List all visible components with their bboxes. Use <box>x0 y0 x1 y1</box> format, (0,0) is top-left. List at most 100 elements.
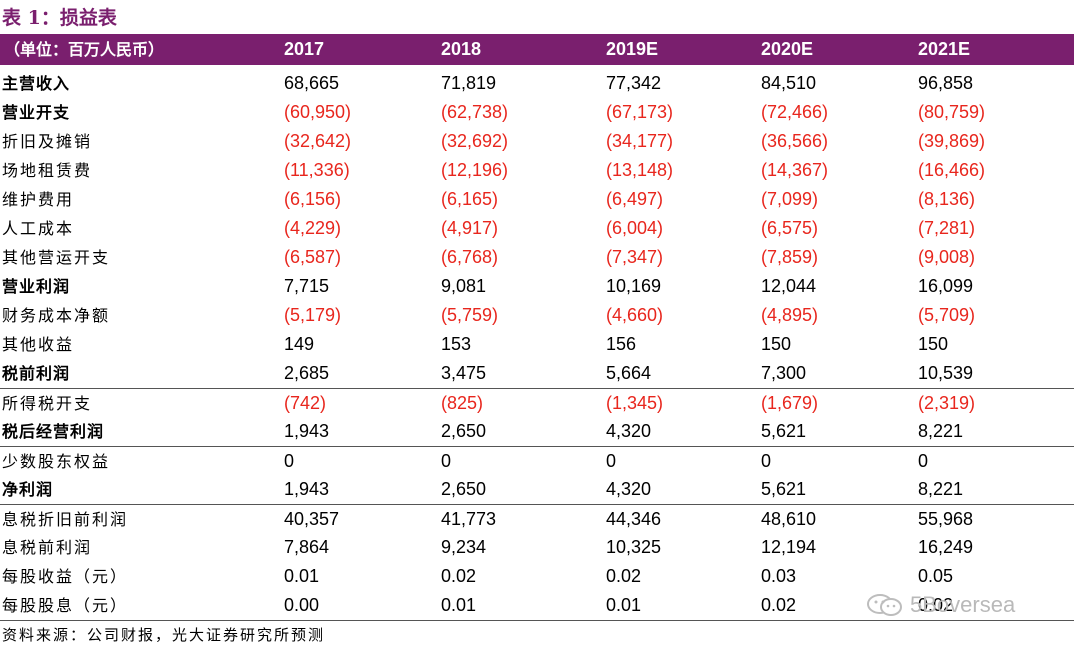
table-cell: 0 <box>441 451 452 471</box>
row-label: 其他收益 <box>2 335 75 354</box>
table-cell: 0.02 <box>918 595 954 615</box>
table-cell: (5,709) <box>918 305 976 325</box>
row-label: 主营收入 <box>2 74 71 93</box>
table-row: 其他营运开支 (6,587) (6,768) (7,347) (7,859) (9,008… <box>0 243 1074 272</box>
table-cell: 0.02 <box>441 566 477 586</box>
table-cell: 0.01 <box>284 566 320 586</box>
row-label: 少数股东权益 <box>2 452 111 471</box>
table-cell: 10,325 <box>606 537 662 557</box>
table-cell: (5,179) <box>284 305 342 325</box>
row-label: 每股股息（元） <box>2 596 129 615</box>
table-row: 场地租赁费 (11,336) (12,196) (13,148) (14,367) (16… <box>0 156 1074 185</box>
table-cell: (6,156) <box>284 189 342 209</box>
table-cell: 1,943 <box>284 421 330 441</box>
watermark: 5Boversea <box>866 592 1015 618</box>
table-cell: (6,497) <box>606 189 664 209</box>
year-header-2018: 2018 <box>441 39 482 59</box>
table-cell: (2,319) <box>918 393 976 413</box>
year-header-2021e: 2021E <box>918 39 971 59</box>
table-cell: 10,539 <box>918 363 974 383</box>
table-cell: 8,221 <box>918 479 964 499</box>
row-label: 营业利润 <box>2 277 71 296</box>
table-cell: 0 <box>918 451 929 471</box>
table-cell: (13,148) <box>606 160 674 180</box>
table-cell: (6,575) <box>761 218 819 238</box>
table-cell: (5,759) <box>441 305 499 325</box>
table-cell: 7,864 <box>284 537 330 557</box>
table-cell: 150 <box>761 334 792 354</box>
table-bottom-border <box>0 620 1074 621</box>
table-cell: (1,345) <box>606 393 664 413</box>
table-row: 净利润 1,943 2,650 4,320 5,621 8,221 <box>0 475 1074 504</box>
table-cell: 5,621 <box>761 421 807 441</box>
table-cell: 0 <box>606 451 617 471</box>
unit-label: （单位：百万人民币） <box>4 40 165 59</box>
table-cell: (80,759) <box>918 102 986 122</box>
table-cell: 150 <box>918 334 949 354</box>
table-cell: 48,610 <box>761 509 817 529</box>
year-header-2019e: 2019E <box>606 39 659 59</box>
table-cell: 10,169 <box>606 276 662 296</box>
row-label: 折旧及摊销 <box>2 132 93 151</box>
table-cell: (34,177) <box>606 131 674 151</box>
table-cell: (32,642) <box>284 131 352 151</box>
table-cell: 5,621 <box>761 479 807 499</box>
table-row: 营业开支 (60,950) (62,738) (67,173) (72,466) (80,… <box>0 98 1074 127</box>
table-row: 其他收益 149 153 156 150 150 <box>0 330 1074 359</box>
table-cell: (6,165) <box>441 189 499 209</box>
table-cell: (4,895) <box>761 305 819 325</box>
table-cell: (6,004) <box>606 218 664 238</box>
row-label: 场地租赁费 <box>2 161 93 180</box>
table-cell: 7,300 <box>761 363 807 383</box>
table-cell: 4,320 <box>606 479 652 499</box>
table-cell: (60,950) <box>284 102 352 122</box>
table-title: 表 1：损益表 <box>2 7 117 29</box>
table-cell: 1,943 <box>284 479 330 499</box>
table-cell: 0.03 <box>761 566 797 586</box>
table-cell: 16,099 <box>918 276 974 296</box>
row-label: 息税前利润 <box>2 538 93 557</box>
table-cell: 16,249 <box>918 537 974 557</box>
table-cell: 12,194 <box>761 537 817 557</box>
table-row: 折旧及摊销 (32,642) (32,692) (34,177) (36,566) (39… <box>0 127 1074 156</box>
table-cell: 71,819 <box>441 73 497 93</box>
table-row: 税后经营利润 1,943 2,650 4,320 5,621 8,221 <box>0 417 1074 446</box>
table-cell: 0 <box>284 451 295 471</box>
source-note: 资料来源：公司财报，光大证券研究所预测 <box>2 626 326 644</box>
table-cell: (7,281) <box>918 218 976 238</box>
row-label: 税前利润 <box>2 364 71 383</box>
table-cell: (11,336) <box>284 160 350 180</box>
table-row: 维护费用 (6,156) (6,165) (6,497) (7,099) (8,136) <box>0 185 1074 214</box>
table-row: 息税折旧前利润 40,357 41,773 44,346 48,610 55,968 <box>0 504 1074 533</box>
table-cell: (4,229) <box>284 218 342 238</box>
table-row: 所得税开支 (742) (825) (1,345) (1,679) (2,319) <box>0 388 1074 417</box>
row-label: 税后经营利润 <box>2 422 105 441</box>
table-cell: 0.05 <box>918 566 954 586</box>
table-cell: (16,466) <box>918 160 986 180</box>
table-cell: 2,685 <box>284 363 330 383</box>
table-cell: 2,650 <box>441 421 487 441</box>
table-cell: (7,347) <box>606 247 664 267</box>
table-header: （单位：百万人民币） 2017 2018 2019E 2020E 2021E <box>0 34 1074 65</box>
table-cell: (742) <box>284 393 327 413</box>
table-cell: 149 <box>284 334 315 354</box>
wechat-icon <box>867 594 902 616</box>
table-cell: 68,665 <box>284 73 340 93</box>
table-cell: 0.00 <box>284 595 320 615</box>
table-row: 少数股东权益 0 0 0 0 0 <box>0 446 1074 475</box>
table-row: 税前利润 2,685 3,475 5,664 7,300 10,539 <box>0 359 1074 388</box>
table-cell: (62,738) <box>441 102 509 122</box>
table-cell: 8,221 <box>918 421 964 441</box>
table-cell: (6,768) <box>441 247 499 267</box>
table-row: 每股收益（元） 0.01 0.02 0.02 0.03 0.05 <box>0 562 1074 591</box>
table-cell: 96,858 <box>918 73 974 93</box>
table-cell: (7,099) <box>761 189 819 209</box>
table-row: 营业利润 7,715 9,081 10,169 12,044 16,099 <box>0 272 1074 301</box>
table-cell: 3,475 <box>441 363 487 383</box>
table-row: 人工成本 (4,229) (4,917) (6,004) (6,575) (7,281) <box>0 214 1074 243</box>
table-cell: 153 <box>441 334 472 354</box>
watermark-text: 5Boversea <box>910 592 1016 617</box>
table-cell: 5,664 <box>606 363 652 383</box>
table-cell: (36,566) <box>761 131 829 151</box>
table-cell: (14,367) <box>761 160 829 180</box>
